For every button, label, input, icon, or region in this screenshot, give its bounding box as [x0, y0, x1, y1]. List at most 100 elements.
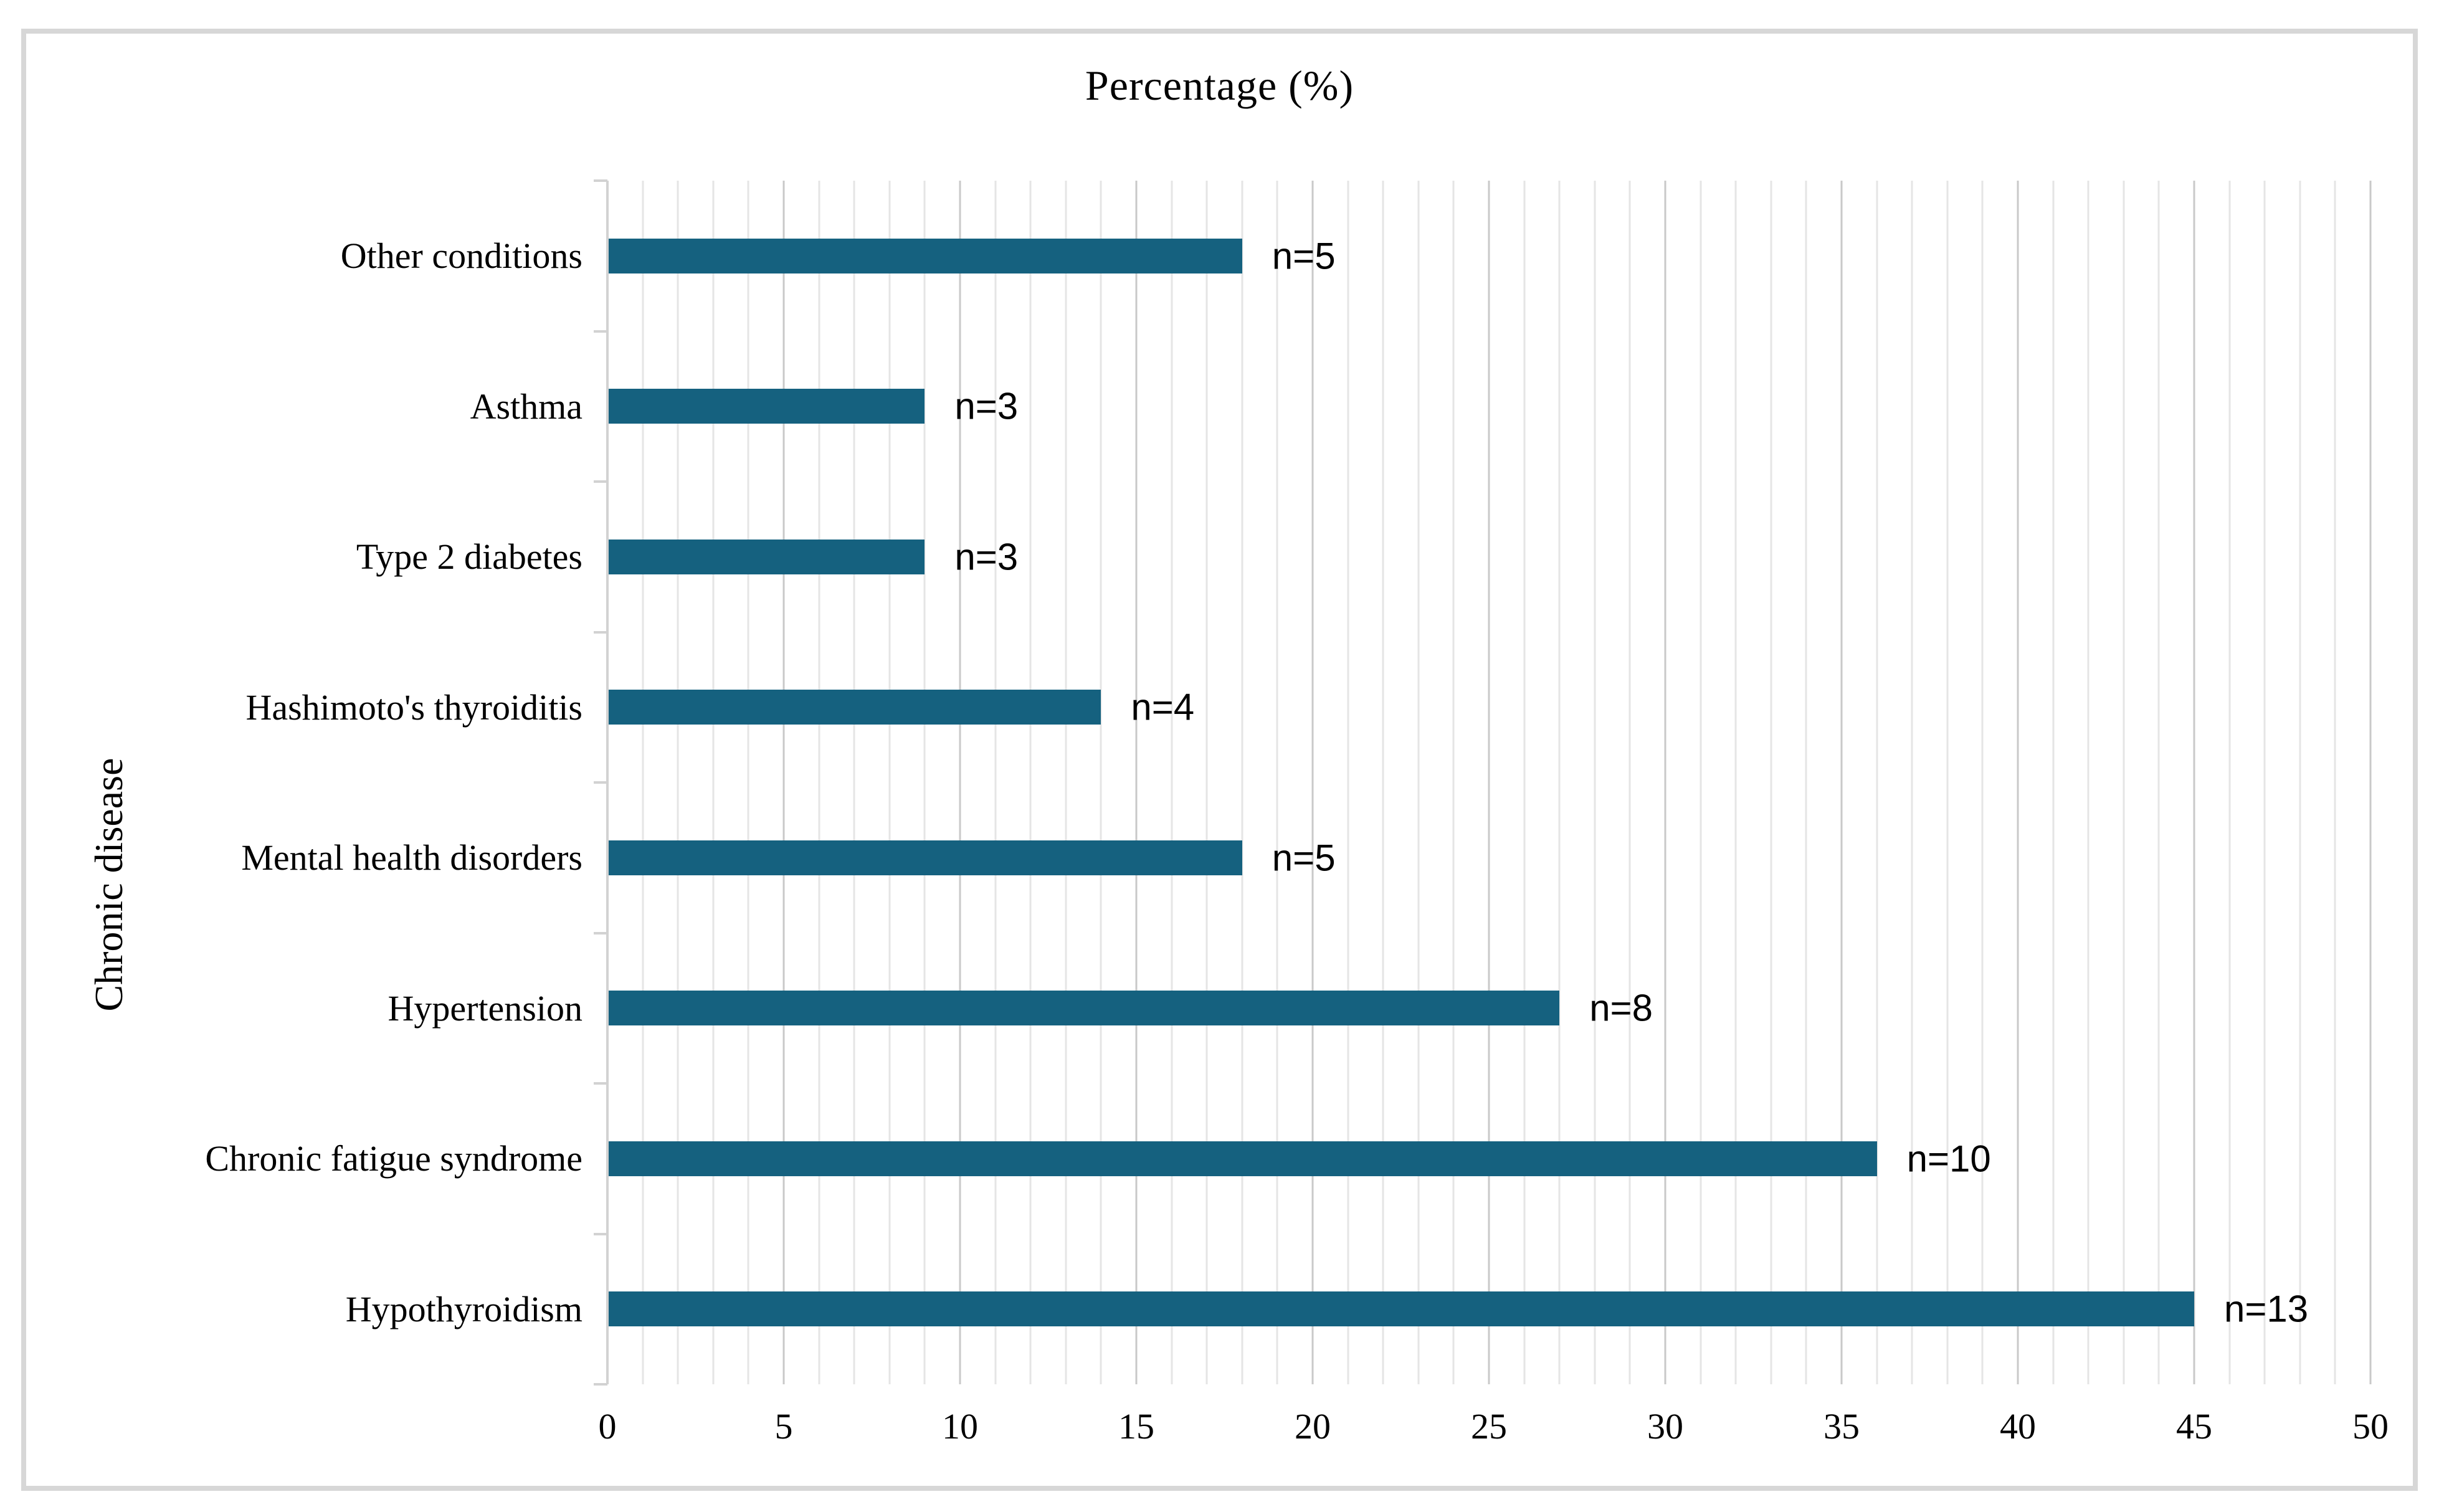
minor-gridline [1981, 181, 1984, 1384]
minor-gridline [1171, 181, 1173, 1384]
minor-gridline [1734, 181, 1737, 1384]
minor-gridline [1876, 181, 1878, 1384]
category-label: Type 2 diabetes [356, 536, 582, 578]
minor-gridline [1452, 181, 1455, 1384]
category-boundary-tick [594, 781, 607, 784]
bar-row: n=13 [607, 1234, 2370, 1385]
x-tick-label: 0 [598, 1406, 617, 1447]
major-gridline [2193, 181, 2195, 1384]
minor-gridline [1523, 181, 1526, 1384]
major-gridline [2369, 181, 2372, 1384]
minor-gridline [853, 181, 855, 1384]
bar [607, 539, 925, 574]
minor-gridline [1276, 181, 1278, 1384]
bar-data-label: n=13 [2224, 1288, 2309, 1330]
minor-gridline [2123, 181, 2125, 1384]
minor-gridline [888, 181, 891, 1384]
plot-area: n=5 n=3 n=3 n=4 n=5 n=8 n=10 n=13 [594, 179, 2372, 1386]
major-gridline [959, 181, 961, 1384]
minor-gridline [1770, 181, 1772, 1384]
x-tick-label: 50 [2352, 1406, 2389, 1447]
minor-gridline [712, 181, 715, 1384]
minor-gridline [2087, 181, 2090, 1384]
major-gridline [1840, 181, 1843, 1384]
minor-gridline [1347, 181, 1349, 1384]
major-gridline [1488, 181, 1490, 1384]
major-gridline [782, 181, 785, 1384]
x-tick-label: 40 [2000, 1406, 2036, 1447]
category-boundary-tick [594, 480, 607, 483]
bar [607, 238, 1242, 273]
x-tick-label: 30 [1647, 1406, 1683, 1447]
chart-title: Percentage (%) [1085, 62, 1354, 109]
bar-data-label: n=5 [1272, 235, 1336, 277]
minor-gridline [1911, 181, 1913, 1384]
bar-row: n=3 [607, 482, 2370, 632]
category-label: Hypertension [387, 987, 583, 1029]
category-boundary-tick [594, 179, 607, 182]
bar-data-label: n=4 [1131, 686, 1195, 728]
x-tick-label: 10 [942, 1406, 978, 1447]
minor-gridline [1100, 181, 1102, 1384]
category-axis-line [606, 181, 609, 1384]
minor-gridline [2263, 181, 2266, 1384]
minor-gridline [1205, 181, 1208, 1384]
major-gridline [1664, 181, 1666, 1384]
minor-gridline [1628, 181, 1631, 1384]
x-tick-label: 20 [1295, 1406, 1331, 1447]
minor-gridline [1946, 181, 1949, 1384]
minor-gridline [677, 181, 679, 1384]
minor-gridline [1594, 181, 1596, 1384]
minor-gridline [1700, 181, 1702, 1384]
major-gridline [1311, 181, 1314, 1384]
category-label: Hashimoto's thyroiditis [245, 687, 582, 728]
minor-gridline [923, 181, 926, 1384]
bar-row: n=4 [607, 632, 2370, 783]
minor-gridline [642, 181, 644, 1384]
category-label: Hypothyroidism [345, 1288, 582, 1329]
x-tick-label: 45 [2176, 1406, 2212, 1447]
minor-gridline [747, 181, 749, 1384]
minor-gridline [2299, 181, 2301, 1384]
minor-gridline [994, 181, 997, 1384]
x-tick-label: 15 [1118, 1406, 1154, 1447]
minor-gridline [2334, 181, 2336, 1384]
bar [607, 690, 1101, 725]
category-boundary-tick [594, 931, 607, 934]
minor-gridline [1805, 181, 1807, 1384]
minor-gridline [1382, 181, 1384, 1384]
bar-rows: n=5 n=3 n=3 n=4 n=5 n=8 n=10 n=13 [607, 181, 2370, 1384]
bar [607, 840, 1242, 875]
bar-data-label: n=8 [1589, 987, 1653, 1029]
x-tick-label: 25 [1471, 1406, 1507, 1447]
x-tick-label: 5 [774, 1406, 793, 1447]
bar-data-label: n=3 [954, 536, 1019, 578]
minor-gridline [1029, 181, 1032, 1384]
category-boundary-tick [594, 1082, 607, 1085]
category-boundary-tick [594, 330, 607, 333]
category-label: Other conditions [340, 235, 582, 277]
category-label: Mental health disorders [241, 837, 582, 878]
x-tick-label: 35 [1823, 1406, 1860, 1447]
minor-gridline [818, 181, 820, 1384]
bar-row: n=3 [607, 331, 2370, 482]
minor-gridline [2228, 181, 2231, 1384]
category-label: Chronic fatigue syndrome [205, 1138, 582, 1179]
value-axis-labels: 0 5 10 15 20 25 30 35 40 45 50 [599, 1405, 2389, 1462]
minor-gridline [1417, 181, 1420, 1384]
bar [607, 1291, 2194, 1327]
major-gridline [2017, 181, 2019, 1384]
category-label: Asthma [470, 386, 582, 427]
minor-gridline [1558, 181, 1561, 1384]
bar-row: n=5 [607, 782, 2370, 933]
category-axis-labels: Other conditions Asthma Type 2 diabetes Has… [0, 181, 582, 1384]
major-gridline [1135, 181, 1138, 1384]
category-boundary-tick [594, 1383, 607, 1386]
bar-row: n=5 [607, 181, 2370, 331]
category-boundary-tick [594, 1232, 607, 1235]
bar-row: n=8 [607, 933, 2370, 1084]
bar [607, 991, 1560, 1026]
bar-row: n=10 [607, 1083, 2370, 1234]
bar-data-label: n=5 [1272, 837, 1336, 879]
bar-data-label: n=10 [1906, 1138, 1991, 1180]
